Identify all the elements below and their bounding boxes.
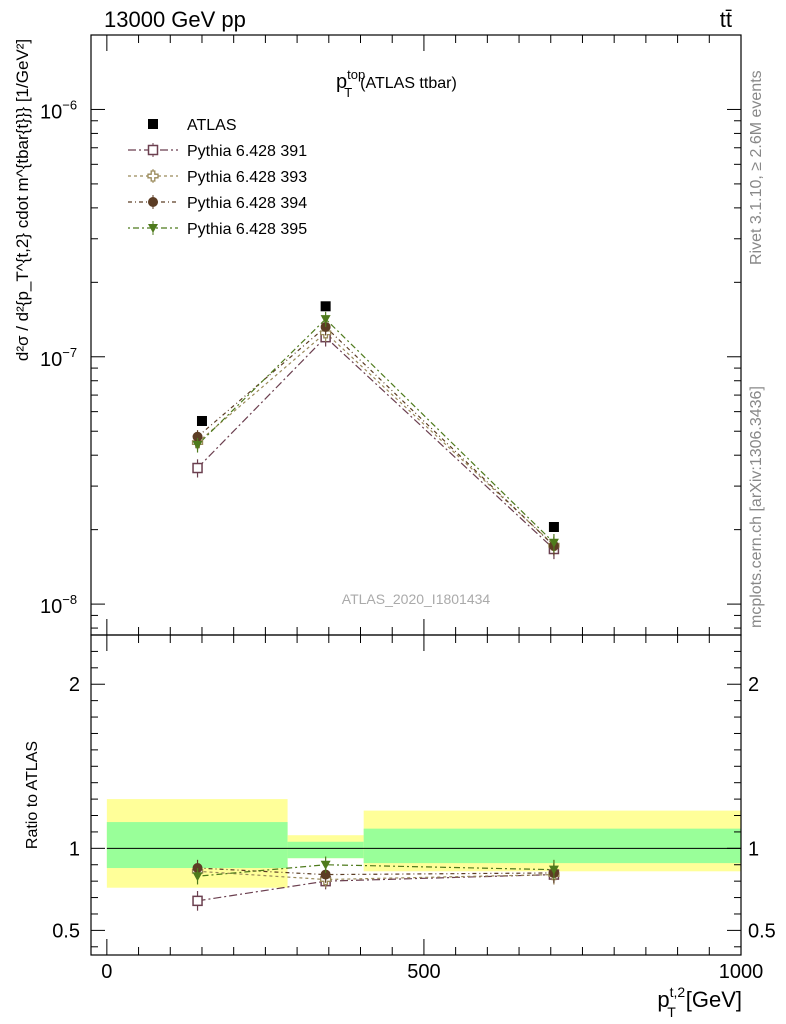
mcplots-label: mcplots.cern.ch [arXiv:1306.3436] bbox=[748, 386, 765, 628]
series-line bbox=[197, 336, 555, 550]
legend-label: Pythia 6.428 394 bbox=[187, 195, 307, 212]
ratio-point bbox=[192, 895, 203, 907]
chart-title-rest: (ATLAS ttbar) bbox=[360, 75, 457, 92]
legend-marker bbox=[147, 144, 159, 156]
data-point bbox=[548, 538, 559, 548]
chart-title-main: p bbox=[336, 71, 347, 93]
x-axis-label-sup: t,2 bbox=[670, 984, 686, 1000]
legend-marker bbox=[147, 170, 159, 182]
legend-marker bbox=[148, 224, 158, 233]
ratio-point bbox=[320, 869, 331, 880]
legend-marker bbox=[148, 119, 158, 129]
header-right: tt̄ bbox=[720, 7, 732, 32]
main-ylabel: d²σ / d²{p_T^{t,2} cdot m^{tbar{t}}} [1/… bbox=[13, 39, 32, 361]
ratio-point bbox=[548, 865, 559, 875]
ratio-y-tick-label-right: 1 bbox=[748, 838, 759, 860]
chart-title-sup: top bbox=[347, 67, 365, 82]
ratio-y-tick-label-right: 0.5 bbox=[748, 920, 776, 942]
chart-title: ptop T (ATLAS ttbar) bbox=[336, 67, 457, 100]
data-point bbox=[192, 431, 203, 442]
x-axis-label: pt,2 T [GeV] bbox=[657, 984, 742, 1020]
data-point bbox=[192, 462, 203, 474]
ratio-panel: 0.5 0.5 1 1 2 2 0 500 1000 Ratio to ATLAS pt,2 T [… bbox=[24, 634, 776, 1020]
uncertainty-band-inner bbox=[363, 828, 741, 864]
series-line bbox=[197, 326, 555, 547]
legend-label: Pythia 6.428 393 bbox=[187, 169, 307, 186]
uncertainty-band-inner bbox=[287, 841, 364, 859]
x-axis-label-sub: T bbox=[667, 1004, 676, 1020]
rivet-label: Rivet 3.1.10, ≥ 2.6M events bbox=[748, 70, 765, 265]
y-tick-label: 10−6 bbox=[40, 97, 77, 123]
series-line bbox=[197, 332, 555, 546]
data-point bbox=[320, 301, 331, 312]
x-axis-label-main: p bbox=[657, 987, 669, 1012]
ratio-point bbox=[320, 860, 331, 870]
ratio-point bbox=[192, 872, 203, 882]
chart-title-sub: T bbox=[344, 85, 352, 100]
legend-label: ATLAS bbox=[187, 117, 237, 134]
ratio-frame bbox=[90, 634, 742, 956]
ratio-y-tick-label: 1 bbox=[69, 838, 80, 860]
legend-label: Pythia 6.428 395 bbox=[187, 221, 307, 238]
y-tick-label: 10−8 bbox=[40, 592, 77, 618]
x-tick-label: 500 bbox=[407, 961, 440, 983]
header-left: 13000 GeV pp bbox=[104, 7, 246, 32]
data-point bbox=[196, 415, 207, 426]
ratio-line bbox=[197, 864, 554, 877]
x-axis-label-rest: [GeV] bbox=[686, 987, 742, 1012]
x-tick-label: 0 bbox=[101, 961, 112, 983]
ratio-y-tick-label: 0.5 bbox=[52, 920, 80, 942]
data-point bbox=[548, 521, 559, 532]
data-point bbox=[320, 315, 331, 325]
ratio-ylabel: Ratio to ATLAS bbox=[24, 741, 41, 849]
legend-marker bbox=[148, 197, 158, 207]
watermark: ATLAS_2020_I1801434 bbox=[342, 591, 491, 607]
ratio-y-tick-label: 2 bbox=[69, 674, 80, 696]
x-tick-label: 1000 bbox=[719, 961, 764, 983]
legend: ATLAS Pythia 6.428 391 Pythia 6.428 393 Pyt… bbox=[128, 117, 307, 238]
y-tick-label: 10−7 bbox=[40, 345, 77, 371]
legend-label: Pythia 6.428 391 bbox=[187, 143, 307, 160]
data-point bbox=[192, 440, 203, 450]
main-panel: 10−8 10−7 10−6 ptop T (ATLAS ttbar) ATLAS_20… bbox=[13, 34, 742, 636]
ratio-y-tick-label-right: 2 bbox=[748, 674, 759, 696]
series-line bbox=[197, 318, 555, 544]
